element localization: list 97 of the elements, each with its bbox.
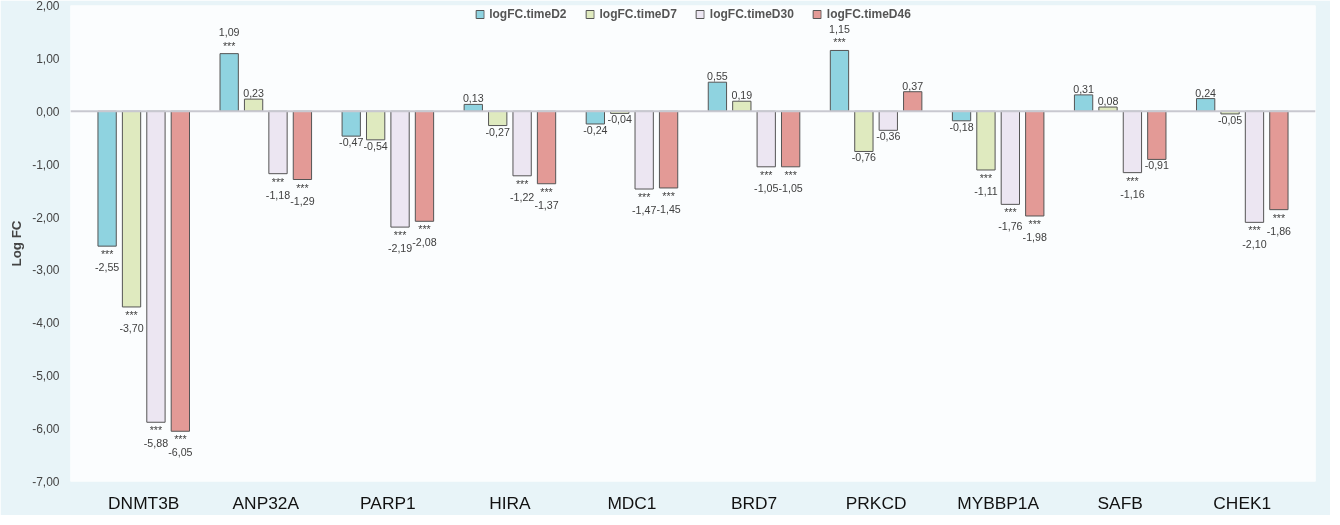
data-label: *** -1,45	[656, 189, 681, 216]
bar	[121, 110, 142, 308]
y-tick-label: 0,00	[36, 104, 60, 119]
bar	[1122, 110, 1143, 174]
y-tick-label: -2,00	[32, 210, 60, 225]
y-axis-title: Log FC	[9, 220, 25, 267]
data-label: *** -1,16	[1120, 174, 1145, 200]
x-tick-label: PARP1	[360, 492, 416, 513]
y-tick-label: -6,00	[32, 422, 60, 437]
data-label: *** -2,10	[1242, 224, 1267, 250]
data-label: *** -2,55	[94, 248, 120, 274]
bar	[1073, 94, 1094, 112]
data-label: *** -1,11	[974, 171, 998, 198]
bar	[903, 91, 923, 112]
bar	[488, 110, 508, 127]
x-tick-label: MDC1	[607, 492, 657, 513]
x-tick-label: HIRA	[489, 492, 532, 513]
data-label: -0,04	[607, 113, 632, 126]
bar	[1147, 110, 1167, 160]
bar	[390, 110, 410, 228]
bar	[292, 110, 313, 180]
x-tick-label: MYBBP1A	[957, 492, 1040, 513]
data-label: -0,54	[363, 139, 388, 152]
data-label: *** -1,76	[998, 206, 1023, 232]
bar	[1244, 110, 1265, 223]
data-label: *** -1,86	[1266, 211, 1292, 237]
y-tick-label: -7,00	[32, 475, 60, 489]
legend-label: logFC.timeD30	[709, 7, 794, 21]
data-label: *** -6,05	[168, 433, 193, 459]
bar	[1269, 110, 1289, 211]
bar	[365, 110, 386, 141]
data-label: *** -2,08	[412, 223, 437, 249]
data-label: 0,23	[243, 87, 265, 100]
data-label: -0,47	[339, 136, 364, 149]
bar	[219, 53, 239, 112]
data-label: 0,31	[1073, 82, 1095, 95]
data-label: *** -2,19	[387, 229, 413, 255]
bar	[512, 110, 532, 177]
x-tick-label: BRD7	[730, 492, 778, 513]
bar	[1025, 110, 1045, 217]
legend-label: logFC.timeD7	[599, 7, 677, 21]
bar	[536, 110, 557, 185]
legend-label: logFC.timeD46	[826, 7, 911, 21]
data-label: 0,37	[902, 79, 924, 92]
data-label: *** -1,98	[1022, 218, 1047, 244]
y-tick-label: -4,00	[32, 316, 60, 331]
bar	[585, 110, 606, 125]
x-tick-label: ANP32A	[232, 492, 300, 513]
data-label: 0,55	[707, 70, 728, 83]
bar	[878, 110, 898, 131]
data-label: 0,19	[731, 89, 753, 102]
y-tick-label: 1,00	[36, 51, 60, 66]
y-tick-label: -1,00	[32, 157, 60, 172]
data-label: -0,76	[851, 151, 877, 164]
x-tick-label: DNMT3B	[108, 492, 180, 513]
bar	[756, 110, 776, 168]
data-label: -0,05	[1217, 113, 1243, 126]
bar	[1000, 110, 1021, 205]
bar	[658, 110, 679, 189]
data-label: -0,36	[876, 130, 901, 143]
data-label: *** -1,37	[534, 185, 559, 211]
data-label: -0,27	[485, 125, 510, 138]
bar	[829, 49, 850, 112]
data-label: 1,15 ***	[829, 23, 850, 49]
data-label: *** -1,29	[290, 181, 315, 207]
data-label: *** -1,05	[754, 168, 779, 195]
bar	[634, 110, 654, 190]
data-label: -0,24	[583, 123, 608, 136]
data-label: *** -3,70	[119, 308, 144, 335]
y-tick-label: -3,00	[32, 263, 60, 278]
bar	[146, 110, 166, 423]
legend-label: logFC.timeD2	[489, 7, 567, 21]
data-label: -0,18	[949, 120, 974, 133]
data-label: *** -1,22	[509, 177, 535, 203]
y-tick-label: 2,00	[36, 0, 60, 13]
data-label: *** -1,18	[265, 175, 291, 201]
bar	[268, 110, 288, 175]
x-tick-label: PRKCD	[845, 492, 907, 513]
bar	[170, 110, 191, 432]
bar	[854, 110, 874, 152]
data-label: 1,09 ***	[218, 26, 240, 52]
bar	[707, 81, 728, 112]
y-tick-label: -5,00	[32, 369, 60, 384]
bar	[341, 110, 361, 137]
bar	[97, 110, 117, 247]
data-label: *** -1,47	[632, 191, 657, 217]
data-label: 0,08	[1097, 95, 1119, 108]
bar	[976, 110, 996, 171]
data-label: *** -1,05	[778, 168, 803, 195]
data-label: *** -5,88	[143, 424, 169, 450]
bar	[780, 110, 801, 168]
x-tick-label: CHEK1	[1213, 492, 1272, 513]
data-label: 0,13	[462, 92, 484, 105]
data-label: -0,91	[1144, 159, 1170, 172]
data-label: 0,24	[1195, 86, 1217, 99]
x-tick-label: SAFB	[1097, 492, 1143, 513]
bar	[414, 110, 435, 222]
